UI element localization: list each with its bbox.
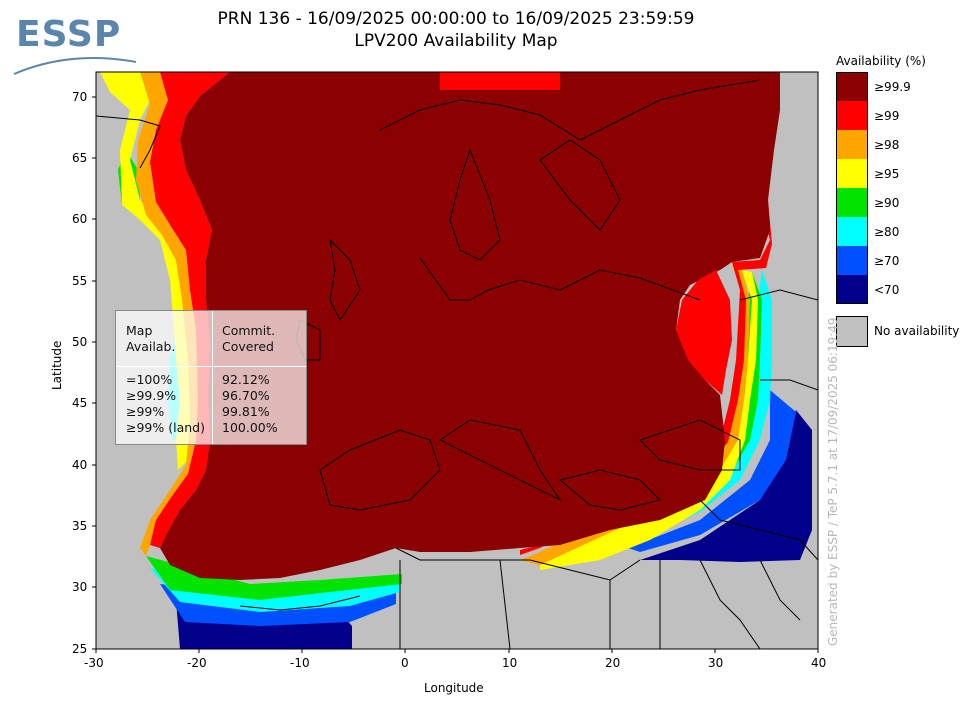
xtick: 10 bbox=[502, 656, 518, 670]
ytick: 70 bbox=[72, 90, 88, 104]
coastlines bbox=[96, 79, 818, 649]
map-title: PRN 136 - 16/09/2025 00:00:00 to 16/09/2… bbox=[217, 9, 695, 29]
legend-label: ≥80 bbox=[874, 225, 900, 239]
band-99-nw bbox=[150, 72, 230, 548]
xtick: 20 bbox=[605, 656, 621, 670]
band-95-nw bbox=[100, 72, 192, 470]
legend-label: ≥99 bbox=[874, 109, 900, 123]
coverage-stats-table: Map Availab. Commit. Covered =100% ≥99.9… bbox=[115, 310, 307, 445]
ytick: 30 bbox=[72, 580, 88, 594]
generated-credit: Generated by ESSP / TeP 5.7.1 at 17/09/2… bbox=[826, 317, 840, 646]
ytick: 55 bbox=[72, 274, 88, 288]
band-70-east bbox=[628, 390, 796, 552]
logo-swoosh bbox=[13, 57, 137, 75]
legend-label: ≥95 bbox=[874, 167, 900, 181]
ytick: 50 bbox=[72, 335, 88, 349]
essp-logo: ESSP bbox=[10, 14, 140, 84]
legend-swatch bbox=[836, 217, 868, 246]
stats-value: 96.70% bbox=[222, 388, 270, 403]
legend-title: Availability (%) bbox=[836, 54, 926, 68]
stats-header-line: Map bbox=[126, 323, 153, 338]
xtick: -10 bbox=[290, 656, 310, 670]
ytick: 40 bbox=[72, 458, 88, 472]
logo-text: ESSP bbox=[16, 14, 122, 55]
legend-swatch bbox=[836, 101, 868, 130]
stats-col2-header: Commit. Covered bbox=[222, 323, 275, 355]
xtick: -30 bbox=[84, 656, 104, 670]
stats-divider-horizontal bbox=[116, 366, 306, 367]
ytick: 65 bbox=[72, 151, 88, 165]
legend-swatch bbox=[836, 246, 868, 275]
x-axis-label: Longitude bbox=[424, 681, 484, 695]
band-98-nw bbox=[136, 72, 198, 556]
band-99-east-bulge bbox=[676, 270, 732, 395]
band-90-south-west bbox=[146, 556, 402, 600]
band-999-core bbox=[160, 72, 780, 580]
stats-header-line: Covered bbox=[222, 339, 274, 354]
legend-label: ≥98 bbox=[874, 138, 900, 152]
tick-marks bbox=[92, 96, 819, 653]
band-80-east bbox=[628, 270, 772, 540]
legend-swatch bbox=[836, 159, 868, 188]
ytick: 25 bbox=[72, 642, 88, 656]
y-axis-label: Latitude bbox=[50, 340, 64, 390]
xtick: -20 bbox=[187, 656, 207, 670]
xtick: 40 bbox=[811, 656, 827, 670]
legend-swatch bbox=[836, 72, 868, 101]
legend-swatch-no-availability bbox=[836, 316, 868, 347]
stats-level: ≥99% bbox=[126, 404, 165, 419]
stats-header-line: Commit. bbox=[222, 323, 276, 338]
stats-header-line: Availab. bbox=[126, 339, 176, 354]
xtick: 30 bbox=[708, 656, 724, 670]
map-subtitle: LPV200 Availability Map bbox=[354, 31, 558, 51]
ytick: 35 bbox=[72, 519, 88, 533]
legend-label-no-availability: No availability bbox=[874, 324, 960, 338]
legend-swatch bbox=[836, 275, 868, 304]
stats-col1-header: Map Availab. bbox=[126, 323, 175, 355]
stats-values: 92.12% 96.70% 99.81% 100.00% bbox=[222, 372, 278, 436]
legend-swatch bbox=[836, 188, 868, 217]
band-99-north bbox=[440, 72, 560, 90]
ytick: 60 bbox=[72, 212, 88, 226]
legend-label: ≥70 bbox=[874, 254, 900, 268]
legend-label: <70 bbox=[874, 283, 900, 297]
stats-value: 92.12% bbox=[222, 372, 270, 387]
stats-level: =100% bbox=[126, 372, 173, 387]
plot-frame bbox=[95, 71, 819, 650]
stats-level: ≥99.9% bbox=[126, 388, 177, 403]
xtick: 0 bbox=[401, 656, 409, 670]
ytick: 45 bbox=[72, 396, 88, 410]
stats-levels: =100% ≥99.9% ≥99% ≥99% (land) bbox=[126, 372, 205, 436]
stats-value: 99.81% bbox=[222, 404, 270, 419]
band-lt70-east bbox=[640, 410, 812, 562]
legend-swatch bbox=[836, 130, 868, 159]
stats-value: 100.00% bbox=[222, 420, 278, 435]
legend-label: ≥99.9 bbox=[874, 80, 911, 94]
legend-label: ≥90 bbox=[874, 196, 900, 210]
stats-level: ≥99% (land) bbox=[126, 420, 205, 435]
map-title-block: PRN 136 - 16/09/2025 00:00:00 to 16/09/2… bbox=[96, 8, 816, 52]
stats-divider-vertical bbox=[212, 311, 213, 444]
